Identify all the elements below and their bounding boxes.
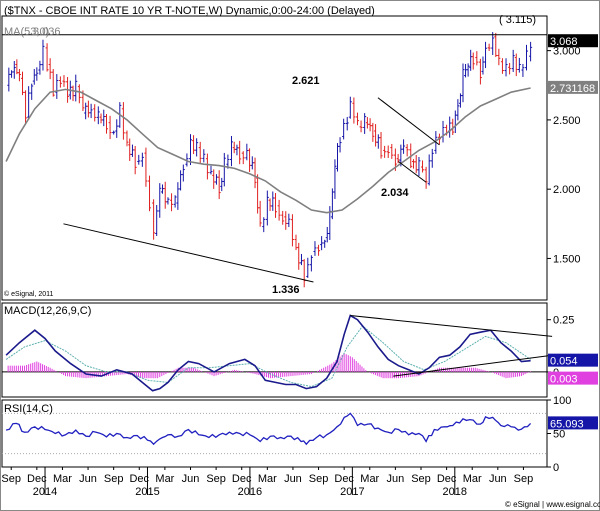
year-tick-label: 2018	[443, 486, 467, 498]
price-trendline	[377, 97, 440, 146]
price-axis-tick-label: 2.000	[553, 184, 581, 196]
month-tick-label: Dec	[232, 473, 252, 485]
year-tick-label: 2014	[33, 486, 57, 498]
macd-trendline	[350, 315, 553, 337]
month-tick-label: Dec	[27, 473, 47, 485]
rsi-title: RSI(14,C)	[4, 403, 53, 415]
year-tick-label: 2016	[238, 486, 262, 498]
annotation-low: 1.336	[272, 284, 300, 296]
month-tick-label: Sep	[309, 473, 329, 485]
year-tick-label: 2015	[135, 486, 159, 498]
month-tick-label: Sep	[206, 473, 226, 485]
macd-trendline	[393, 354, 553, 377]
year-tick-label: 2017	[340, 486, 364, 498]
month-tick-label: Jun	[182, 473, 200, 485]
month-tick-label: Sep	[514, 473, 534, 485]
month-tick-label: Dec	[129, 473, 149, 485]
month-tick-label: Mar	[155, 473, 174, 485]
month-tick-label: Sep	[104, 473, 124, 485]
month-tick-label: Sep	[411, 473, 431, 485]
price-trendline	[63, 223, 314, 283]
price-trendline	[398, 161, 427, 183]
high-label: ( 3.115)	[499, 14, 536, 26]
ma-line	[5, 87, 531, 214]
macd-title: MACD(12,26,9,C)	[4, 305, 91, 317]
price-tag-box	[548, 34, 598, 48]
ma-tag-box	[548, 80, 598, 94]
ma-legend-value: 3.036	[33, 26, 61, 38]
month-tick-label: Jun	[489, 473, 507, 485]
watermark: © eSignal, 2011	[4, 290, 54, 298]
month-tick-label: Mar	[463, 473, 482, 485]
rsi-axis-tick-label: 50	[553, 429, 565, 441]
rsi-line	[5, 412, 532, 446]
price-axis-tick-label: 1.500	[553, 253, 581, 265]
month-tick-label: Jun	[79, 473, 97, 485]
ma-legend-label: MA(53,0)	[4, 26, 49, 38]
chart-title: ($TNX - CBOE INT RATE 10 YR T-NOTE,W) Dy…	[4, 5, 375, 17]
rsi-tag-box	[548, 416, 598, 430]
footer-copyright: © eSignal | www.esignal.com	[505, 500, 600, 509]
panel-frame-main	[1, 15, 548, 301]
annotation-pullback: 2.034	[381, 187, 409, 199]
price-axis-tick-label: 3.000	[553, 46, 581, 58]
month-tick-label: Sep	[1, 473, 21, 485]
rsi-axis-tick-label: 0	[553, 462, 559, 474]
month-tick-label: Jun	[387, 473, 405, 485]
month-tick-label: Mar	[53, 473, 72, 485]
rsi-axis-tick-label: 100	[553, 395, 571, 407]
annotation-peak: 2.621	[292, 75, 320, 87]
panel-frame-macd	[1, 302, 548, 398]
macd-signal-line	[5, 325, 531, 388]
month-tick-label: Dec	[334, 473, 354, 485]
price-axis-tick-label: 2.500	[553, 115, 581, 127]
histogram-tag-box	[548, 371, 598, 385]
rsi-tag: 65.093	[550, 418, 584, 430]
macd-line	[5, 314, 531, 392]
month-tick-label: Mar	[360, 473, 379, 485]
month-tick-label: Mar	[258, 473, 277, 485]
macd-axis-tick-label: 0.25	[553, 315, 574, 327]
month-tick-label: Dec	[437, 473, 457, 485]
histogram-tag: 0.003	[550, 374, 578, 386]
ma-tag: 2.731168	[550, 83, 595, 95]
macd-tag-box	[548, 353, 598, 367]
month-tick-label: Jun	[284, 473, 302, 485]
macd-tag: 0.054	[550, 356, 578, 368]
price-tag: 3.068	[550, 36, 578, 48]
